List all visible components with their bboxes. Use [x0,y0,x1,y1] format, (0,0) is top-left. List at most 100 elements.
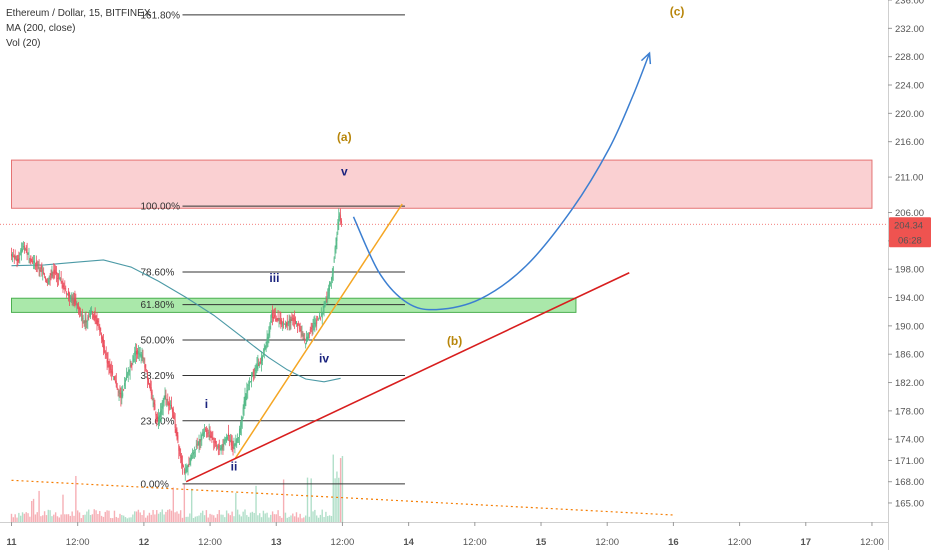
volume-bar [268,517,270,522]
volume-bar [271,511,274,522]
candle-body [290,318,292,324]
candle-body [118,391,120,393]
support-zone [11,297,577,313]
volume-bar [102,516,105,522]
candle-body [38,267,40,269]
wave-label: i [205,397,208,411]
candle-body [265,341,267,349]
candle-body [302,334,304,337]
candle-body [149,383,151,390]
volume-bar [316,515,318,522]
volume-bar [14,514,16,522]
candle-body [25,247,27,251]
volume-bar [260,517,263,522]
candle-body [100,327,102,332]
candle-body [286,322,288,325]
volume-bar [126,518,129,522]
candle-body [53,269,55,274]
volume-indicator-label[interactable]: Vol (20) [6,38,41,49]
candle-body [95,316,97,319]
candle-body [28,255,30,258]
candle-body [229,440,231,442]
candle-body [245,393,247,401]
candle-body [79,307,80,311]
wave-channel-line [234,203,403,460]
candle-body [225,438,227,441]
candle-body [96,319,98,325]
volume-bar [183,484,186,522]
candle-body [13,256,15,258]
candle-body [262,353,264,355]
candle-body [46,282,48,284]
y-tick-label: 216.00 [895,137,924,148]
candle-body [19,253,21,256]
fib-level-label: 161.80% [140,10,180,21]
volume-bar [115,516,118,522]
candle-body [340,215,342,221]
volume-bar [211,514,213,522]
candle-body [165,394,167,400]
candle-body [24,249,26,251]
candle-body [337,222,339,231]
candle-body [284,323,285,325]
candle-body [283,321,285,324]
candle-body [162,401,164,409]
volume-bar [71,511,73,522]
candle-body [32,260,34,264]
volume-bar [86,511,88,522]
candle-body [213,441,215,443]
candle-body [115,380,117,388]
candle-body [109,365,111,371]
volume-bar [145,517,147,522]
candle-body [231,440,233,447]
candle-body [80,313,82,316]
candle-body [187,464,189,468]
candle-body [97,321,99,322]
candle-body [260,361,262,363]
candle-body [294,318,296,321]
volume-bar [251,511,254,522]
volume-bar [12,517,15,522]
candle-body [324,304,326,308]
volume-layer [10,454,344,522]
candle-body [285,323,286,327]
candle-body [274,314,276,316]
candle-body [179,447,181,455]
candle-body [107,358,109,364]
candle-body [216,445,217,447]
x-tick-label: 13 [271,537,282,548]
candle-body [273,317,274,319]
volume-bar [321,509,323,522]
volume-bar [75,475,77,522]
volume-bar [172,487,174,522]
candle-body [137,351,139,354]
candle-body [217,446,219,448]
volume-bar [281,517,283,522]
candle-body [256,365,258,369]
volume-bar [330,515,333,522]
volume-bar [78,512,81,522]
candle-body [42,272,44,274]
symbol-title[interactable]: Ethereum / Dollar, 15, BITFINEX [6,8,151,19]
candle-body [338,216,340,224]
candle-body [247,389,249,392]
candle-body [228,440,230,442]
candle-body [18,258,20,260]
candle-body [251,372,253,376]
candle-body [205,430,207,433]
candle-body [81,315,83,321]
volume-bar [43,511,46,522]
volume-bar [310,478,312,522]
y-tick-label: 165.00 [895,498,924,509]
candle-body [292,317,294,322]
ma-indicator-label[interactable]: MA (200, close) [6,23,76,34]
volume-bar [25,512,27,522]
candle-body [311,328,313,330]
volume-bar [29,516,31,522]
candle-body [211,437,213,440]
candle-body [62,285,64,288]
candle-body [296,323,298,327]
volume-bar [259,513,261,522]
candle-body [230,439,232,445]
